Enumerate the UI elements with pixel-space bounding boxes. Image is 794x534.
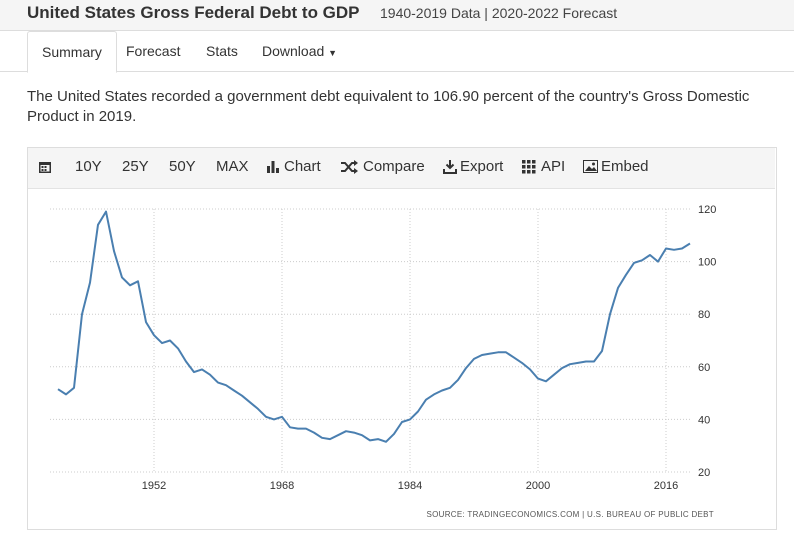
x-tick-label: 1984 (398, 480, 422, 492)
chart-panel (27, 147, 777, 530)
range-25y[interactable]: 25Y (122, 158, 149, 175)
chart: 20 40 60 80 100 120 1952 1968 1984 2000 2016 SOURCE… (50, 204, 716, 519)
tab-stats[interactable]: Stats (206, 43, 238, 59)
y-tick-label: 80 (698, 309, 710, 321)
page-subtitle: 1940-2019 Data | 2020-2022 Forecast (380, 5, 618, 21)
calendar-icon[interactable] (38, 160, 52, 174)
y-tick-label: 20 (698, 467, 710, 479)
header-bar (0, 0, 794, 31)
y-tick-label: 60 (698, 362, 710, 374)
tab-download-label: Download (262, 43, 325, 59)
api-icon (522, 160, 536, 174)
embed-button[interactable]: Embed (601, 158, 649, 175)
tab-forecast[interactable]: Forecast (126, 43, 181, 59)
export-button[interactable]: Export (460, 158, 504, 175)
y-tick-label: 100 (698, 257, 716, 269)
embed-icon (583, 160, 598, 173)
chart-icon (267, 161, 279, 173)
y-tick-label: 40 (698, 414, 710, 426)
x-tick-label: 2000 (526, 480, 550, 492)
page-title: United States Gross Federal Debt to GDP (27, 3, 360, 22)
source-note: SOURCE: TRADINGECONOMICS.COM | U.S. BURE… (426, 510, 714, 519)
export-icon (443, 160, 457, 174)
y-tick-label: 120 (698, 204, 716, 216)
toolbar (28, 148, 775, 189)
chart-button[interactable]: Chart (284, 158, 321, 175)
x-tick-label: 2016 (654, 480, 678, 492)
x-tick-label: 1968 (270, 480, 294, 492)
data-line (57, 210, 691, 443)
range-50y[interactable]: 50Y (169, 158, 196, 175)
api-button[interactable]: API (541, 158, 566, 175)
tab-summary[interactable]: Summary (27, 31, 117, 73)
range-max[interactable]: MAX (216, 158, 249, 175)
compare-icon (341, 160, 358, 174)
tab-download[interactable]: Download ▼ (262, 43, 338, 59)
description: The United States recorded a government … (27, 88, 750, 125)
tab-divider (0, 71, 794, 72)
range-10y[interactable]: 10Y (75, 158, 102, 175)
x-tick-label: 1952 (142, 480, 166, 492)
compare-button[interactable]: Compare (363, 158, 425, 175)
